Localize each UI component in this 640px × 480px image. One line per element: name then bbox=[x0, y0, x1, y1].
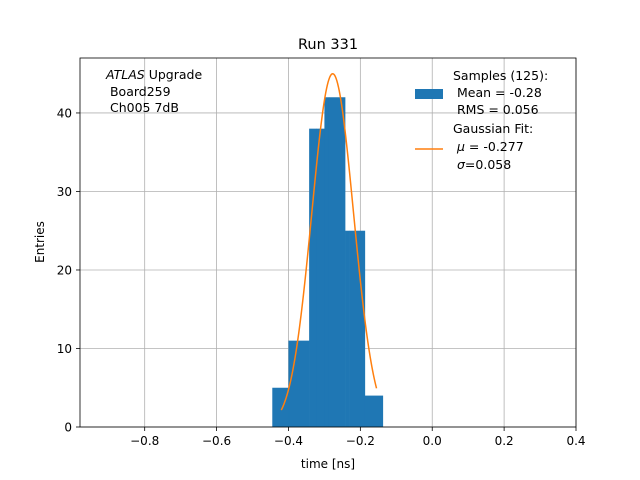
svg-text:σ=0.058: σ=0.058 bbox=[453, 157, 511, 172]
x-axis-ticks: −0.8 −0.6 −0.4 −0.2 0.0 0.2 0.4 bbox=[130, 427, 586, 448]
chart-title: Run 331 bbox=[298, 37, 358, 53]
legend-fit-title: Gaussian Fit: bbox=[453, 121, 533, 136]
y-axis-ticks: 0 10 20 30 40 bbox=[57, 106, 80, 435]
histogram-bar bbox=[288, 340, 290, 427]
channel-label: Ch005 7dB bbox=[106, 100, 179, 115]
legend-samples-rms: RMS = 0.056 bbox=[453, 102, 539, 117]
histogram-bars bbox=[272, 97, 384, 428]
atlas-label: ATLAS bbox=[105, 67, 145, 82]
x-tick-label: 0.0 bbox=[423, 434, 442, 448]
upgrade-label: Upgrade bbox=[145, 67, 203, 82]
legend-fit-sigma-value: =0.058 bbox=[465, 157, 511, 172]
histogram-bar bbox=[328, 97, 346, 428]
legend-fit-mu-value: = -0.277 bbox=[465, 139, 524, 154]
legend: Samples (125): Mean = -0.28 RMS = 0.056 … bbox=[415, 68, 548, 172]
svg-text:ATLAS Upgrade: ATLAS Upgrade bbox=[105, 67, 202, 82]
histogram-bar bbox=[272, 387, 289, 427]
histogram-bar bbox=[364, 395, 384, 427]
svg-text:μ = -0.277: μ = -0.277 bbox=[453, 139, 524, 154]
x-tick-label: −0.2 bbox=[346, 434, 375, 448]
x-tick-label: −0.6 bbox=[202, 434, 231, 448]
histogram-bar bbox=[309, 128, 317, 427]
x-tick-label: 0.2 bbox=[495, 434, 514, 448]
run-annotation: ATLAS Upgrade Board259 Ch005 7dB bbox=[105, 67, 202, 115]
y-tick-label: 30 bbox=[57, 185, 72, 199]
legend-fit-mu-symbol: μ bbox=[456, 139, 465, 154]
y-tick-label: 10 bbox=[57, 342, 72, 356]
axes-frame bbox=[79, 57, 577, 428]
y-tick-label: 0 bbox=[64, 421, 72, 435]
board-label: Board259 bbox=[106, 84, 171, 99]
histogram-bar bbox=[324, 97, 330, 428]
y-tick-label: 40 bbox=[57, 106, 72, 120]
legend-samples-title: Samples (125): bbox=[453, 68, 548, 83]
legend-fit-sigma-symbol: σ bbox=[457, 157, 466, 172]
y-axis-label: Entries bbox=[33, 221, 47, 263]
histogram-bar bbox=[289, 340, 310, 427]
histogram-bar bbox=[316, 128, 325, 427]
histogram-bar bbox=[345, 230, 350, 427]
x-tick-label: −0.4 bbox=[274, 434, 303, 448]
gaussian-fit-curve bbox=[280, 72, 378, 411]
x-tick-label: −0.8 bbox=[130, 434, 159, 448]
x-tick-label: 0.4 bbox=[566, 434, 585, 448]
legend-samples-swatch bbox=[415, 89, 443, 99]
histogram-bar bbox=[349, 230, 366, 427]
legend-samples-mean: Mean = -0.28 bbox=[453, 85, 542, 100]
x-axis-label: time [ns] bbox=[301, 457, 355, 471]
y-tick-label: 20 bbox=[57, 263, 72, 277]
